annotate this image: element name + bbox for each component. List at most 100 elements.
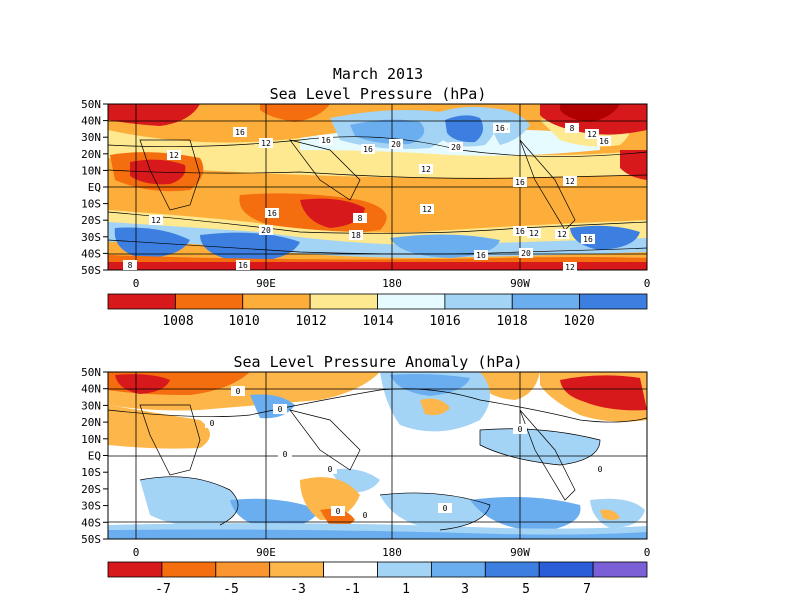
- contour-label: 20: [391, 140, 401, 149]
- contour-label-bg: [419, 164, 433, 174]
- contour-label: 16: [583, 235, 593, 244]
- lon-tick-label: 0: [133, 277, 140, 290]
- contour-label-bg: [361, 144, 375, 154]
- contour-label-bg: [585, 129, 599, 139]
- contour-label-bg: [236, 260, 250, 270]
- contour-label-bg: [581, 234, 595, 244]
- contour-label-bg: [259, 225, 273, 235]
- colorbar-swatch: [309, 293, 378, 310]
- colorbar-swatch: [538, 561, 594, 578]
- colorbar-label: -1: [344, 582, 360, 597]
- contour-label-bg: [123, 260, 137, 270]
- colorbar-swatch: [215, 561, 271, 578]
- contour-label-bg: [389, 139, 403, 149]
- lon-tick-label: 0: [644, 277, 651, 290]
- slp-panel-title: Sea Level Pressure (hPa): [270, 85, 487, 103]
- lat-tick-label: 30N: [81, 131, 101, 144]
- lat-tick-label: 10N: [81, 433, 101, 446]
- contour-label-bg: [513, 177, 527, 187]
- colorbar-swatch: [107, 293, 176, 310]
- colorbar-swatch: [377, 561, 432, 578]
- contour-label-bg: [563, 262, 577, 272]
- contour-label: 0: [328, 465, 333, 474]
- anom-lat-ticks: 50N 40N 30N 20N 10N EQ 10S 20S 30S 40S 50S: [81, 366, 108, 546]
- contour-label: 12: [261, 139, 271, 148]
- colorbar-label: -3: [290, 582, 306, 597]
- lat-tick-label: 10S: [81, 198, 101, 211]
- colorbar-swatch: [107, 561, 163, 578]
- slp-lon-ticks: 0 90E 180 90W 0: [133, 277, 651, 290]
- lat-tick-label: 50N: [81, 366, 101, 379]
- lat-tick-label: EQ: [88, 450, 101, 463]
- lat-tick-label: 40S: [81, 516, 101, 529]
- contour-label: 16: [363, 145, 373, 154]
- contour-label-bg: [231, 386, 245, 396]
- colorbar-swatch: [323, 561, 378, 578]
- lat-tick-label: 10S: [81, 466, 101, 479]
- lon-tick-label: 90E: [256, 546, 276, 559]
- contour-label-bg: [563, 176, 577, 186]
- contour-label: 12: [587, 130, 597, 139]
- lon-tick-label: 90W: [510, 277, 530, 290]
- contour-label-bg: [565, 123, 579, 133]
- contour-label: 0: [443, 504, 448, 513]
- lon-tick-label: 0: [644, 546, 651, 559]
- lat-tick-label: 30N: [81, 399, 101, 412]
- colorbar-swatch: [511, 293, 581, 310]
- lat-tick-label: 20S: [81, 214, 101, 227]
- contour-label: 16: [476, 251, 486, 260]
- contour-label: 12: [169, 151, 179, 160]
- slp-panel: Sea Level Pressure (hPa): [81, 85, 650, 329]
- contour-label: 16: [235, 128, 245, 137]
- contour-label-bg: [323, 464, 337, 474]
- contour-label: 0: [278, 405, 283, 414]
- lat-tick-label: 10N: [81, 164, 101, 177]
- contour-label: 0: [336, 507, 341, 516]
- slp-contour-labels: 1612161620201616168121612121212121620128…: [123, 123, 611, 272]
- colorbar-label: 1008: [162, 314, 193, 329]
- contour-label-bg: [519, 248, 533, 258]
- colorbar-label: 1012: [295, 314, 326, 329]
- lat-tick-label: 20N: [81, 148, 101, 161]
- colorbar-label: -7: [155, 582, 171, 597]
- contour-label-bg: [331, 506, 345, 516]
- colorbar-swatch: [174, 293, 244, 310]
- figure-title: March 2013: [333, 65, 423, 83]
- contour-label-bg: [593, 464, 607, 474]
- contour-label: 8: [358, 214, 363, 223]
- contour-label-bg: [474, 250, 488, 260]
- lat-tick-label: 30S: [81, 500, 101, 513]
- contour-label: 20: [451, 143, 461, 152]
- contour-label: 12: [422, 205, 432, 214]
- lat-tick-label: 20S: [81, 483, 101, 496]
- contour-label-bg: [513, 226, 527, 236]
- contour-label-bg: [349, 230, 363, 240]
- lon-tick-label: 90W: [510, 546, 530, 559]
- contour-label: 12: [565, 177, 575, 186]
- lat-tick-label: 50S: [81, 533, 101, 546]
- colorbar-swatch: [430, 561, 486, 578]
- anom-panel-title: Sea Level Pressure Anomaly (hPa): [234, 353, 523, 371]
- anom-colorbar: -7 -5 -3 -1 1 3 5 7: [107, 561, 648, 597]
- contour-label: 0: [598, 465, 603, 474]
- contour-label-bg: [420, 204, 434, 214]
- colorbar-label: 1020: [563, 314, 594, 329]
- contour-label: 16: [515, 178, 525, 187]
- colorbar-label: 3: [461, 582, 469, 597]
- contour-label: 16: [321, 136, 331, 145]
- lat-tick-label: EQ: [88, 181, 101, 194]
- slp-colorbar: 1008 1010 1012 1014 1016 1018 1020: [107, 293, 648, 329]
- contour-label: 20: [521, 249, 531, 258]
- colorbar-label: 1: [402, 582, 410, 597]
- lat-tick-label: 40S: [81, 247, 101, 260]
- anom-contour-labels: 0 0 0 0 0 0 0 0 0 0: [205, 386, 607, 520]
- contour-label: 12: [421, 165, 431, 174]
- contour-label-bg: [149, 215, 163, 225]
- anom-lon-ticks: 0 90E 180 90W 0: [133, 546, 651, 559]
- contour-label-bg: [438, 503, 452, 513]
- contour-label-bg: [513, 424, 527, 434]
- lat-tick-label: 50N: [81, 98, 101, 111]
- colorbar-swatch: [242, 293, 311, 310]
- lat-tick-label: 30S: [81, 231, 101, 244]
